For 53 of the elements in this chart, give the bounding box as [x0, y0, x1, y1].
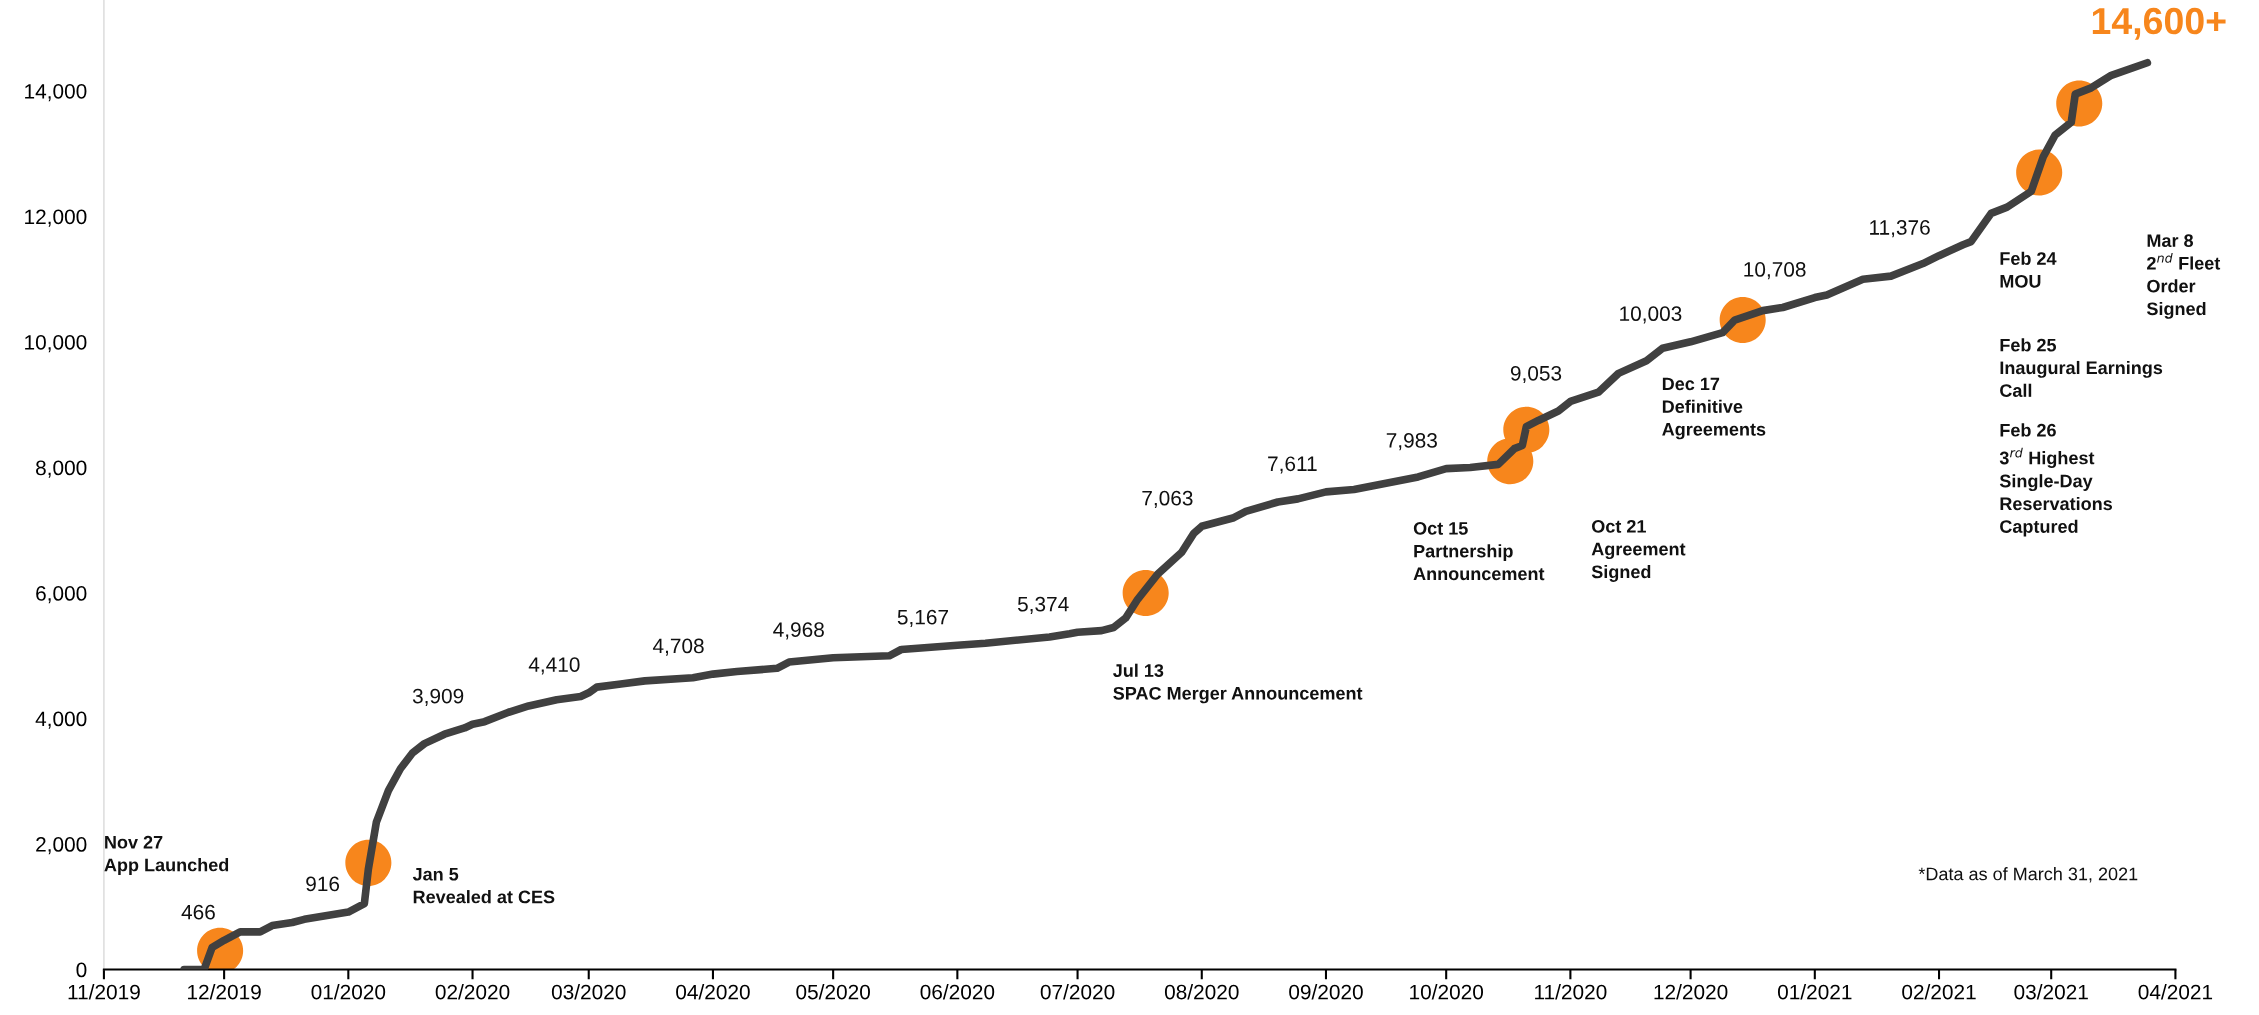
x-tick-label: 03/2020 [551, 984, 626, 1000]
annotation: *Data as of March 31, 2021 [1918, 867, 2138, 883]
data-label: 3,909 [412, 688, 464, 706]
annotation: Feb 24 MOU [2000, 251, 2057, 288]
x-tick-label: 12/2020 [1654, 984, 1728, 1000]
data-label: 4,410 [528, 657, 580, 675]
annotation: Oct 21 Agreement Signed [1591, 519, 1686, 582]
data-label: 9,053 [1510, 365, 1562, 384]
x-tick-label: 11/2020 [1535, 984, 1607, 1000]
x-tick-label: 07/2020 [1040, 984, 1115, 1000]
annotation: Dec 17 Definitive Agreements [1662, 377, 1766, 440]
annotation: Nov 27 App Launched [104, 835, 229, 875]
y-tick-label: 0 [76, 962, 87, 978]
data-label: 4,968 [773, 622, 824, 640]
y-tick-label: 6,000 [36, 586, 87, 604]
x-tick-label: 03/2021 [2014, 984, 2088, 1000]
y-tick-label: 14,000 [25, 83, 87, 102]
x-tick-label: 10/2020 [1410, 984, 1484, 1000]
x-tick-label: 09/2020 [1289, 984, 1363, 1000]
data-label: 7,611 [1268, 456, 1317, 474]
annotation: Feb 26 3$^{rd}$ Highest Single-Day Reservations Captured [1999, 423, 2112, 537]
x-tick-label: 08/2020 [1164, 984, 1239, 1000]
data-label: 916 [306, 876, 340, 892]
data-label: 466 [181, 904, 215, 920]
data-label: 5,167 [897, 609, 948, 627]
data-label: 4,708 [652, 638, 704, 656]
data-label: 10,708 [1744, 262, 1806, 280]
data-label: 10,003 [1620, 306, 1682, 324]
x-tick-label: 04/2020 [676, 984, 750, 1000]
annotation: Mar 8 2$^{nd}$ Fleet Order Signed [2146, 234, 2221, 319]
data-label: 11,376 [1870, 220, 1930, 238]
data-label: 7,983 [1386, 433, 1437, 451]
annotation: 14,600+ [2092, 7, 2226, 40]
x-tick-label: 02/2021 [1902, 984, 1976, 1000]
y-tick-label: 8,000 [36, 460, 87, 478]
y-tick-label: 4,000 [35, 711, 87, 729]
x-tick-label: 04/2021 [2138, 984, 2213, 1000]
y-tick-label: 2,000 [36, 837, 87, 855]
x-tick-label: 01/2020 [311, 984, 386, 1000]
x-tick-label: 11/2019 [68, 984, 140, 1000]
y-tick-label: 12,000 [25, 209, 87, 227]
x-tick-label: 02/2020 [435, 984, 510, 1000]
data-label: 7,063 [1142, 490, 1193, 508]
data-label: 5,374 [1017, 596, 1069, 614]
y-tick-label: 10,000 [25, 335, 87, 353]
x-tick-label: 12/2019 [188, 984, 261, 1000]
annotation: Feb 25 Inaugural Earnings Call [2000, 338, 2163, 397]
x-tick-label: 01/2021 [1777, 984, 1852, 1000]
x-tick-label: 05/2020 [796, 984, 870, 1000]
x-tick-label: 06/2020 [920, 984, 995, 1000]
annotation: Oct 15 Partnership Announcement [1413, 521, 1545, 581]
annotation: Jul 13 SPAC Merger Announcement [1113, 663, 1363, 704]
annotation: Jan 5 Revealed at CES [412, 868, 555, 904]
